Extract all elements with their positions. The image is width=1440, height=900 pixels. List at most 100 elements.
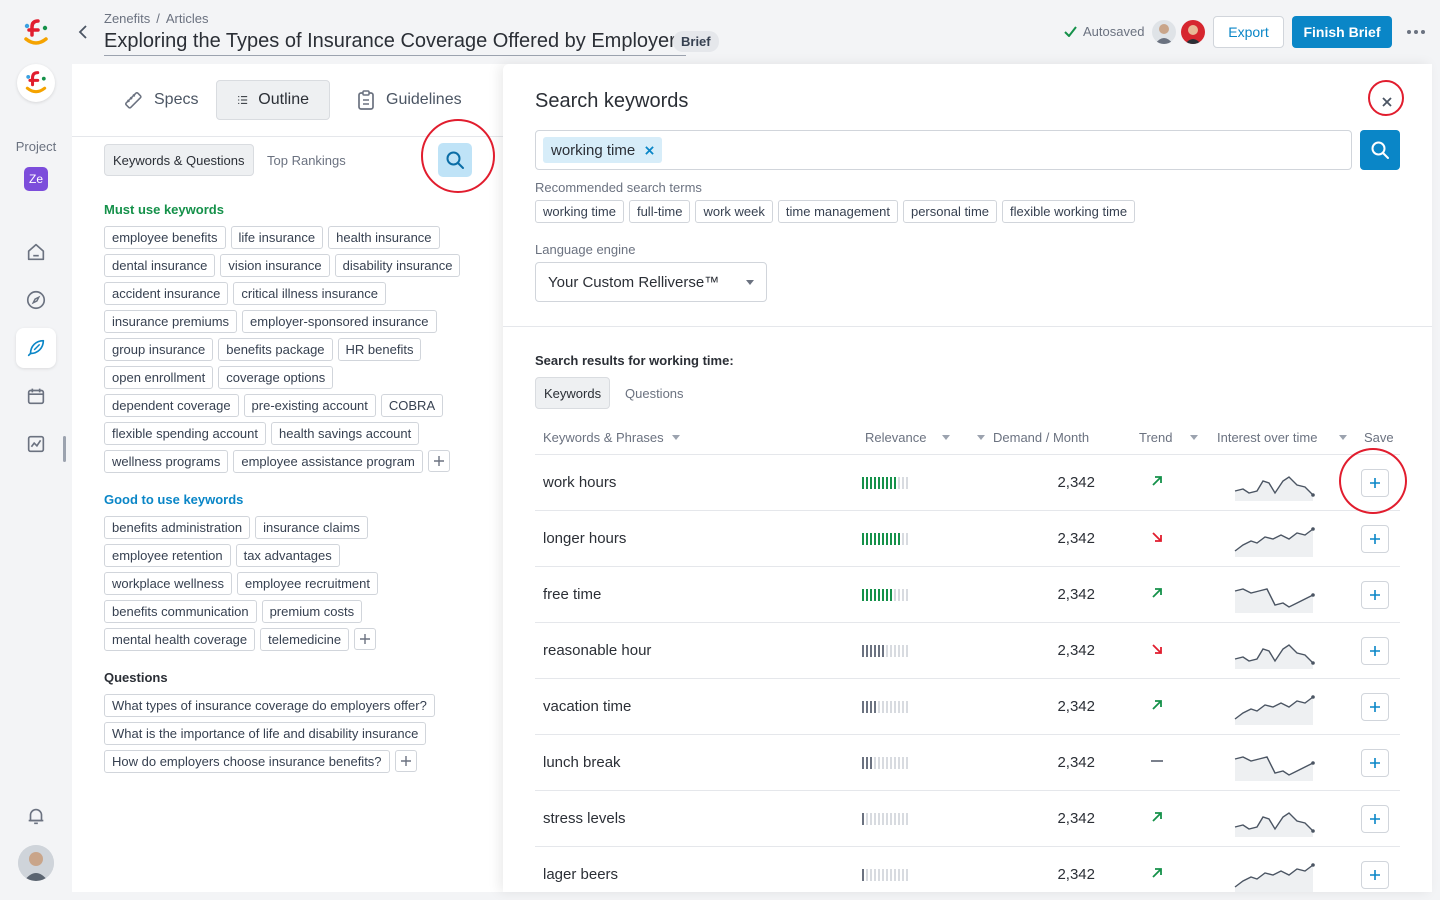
back-button[interactable] [74, 22, 92, 42]
question-chip[interactable]: What types of insurance coverage do empl… [104, 694, 435, 717]
keyword-chip[interactable]: insurance premiums [104, 310, 238, 333]
keyword-chip[interactable]: accident insurance [104, 282, 229, 305]
col-keywords[interactable]: Keywords & Phrases [543, 430, 680, 445]
keyword-chip[interactable]: dental insurance [104, 254, 216, 277]
keyword-text: lunch break [543, 754, 621, 771]
analytics-nav[interactable] [16, 424, 56, 464]
keyword-chip[interactable]: employee recruitment [237, 572, 378, 595]
calendar-nav[interactable] [16, 376, 56, 416]
keyword-chip[interactable]: coverage options [218, 366, 334, 389]
trend-up-icon [1152, 700, 1162, 710]
tab-guidelines[interactable]: Guidelines [336, 80, 482, 120]
save-keyword-button[interactable] [1361, 693, 1389, 721]
chip-row: mental health coverage telemedicine [104, 628, 377, 651]
project-badge[interactable]: Ze [24, 167, 48, 191]
recommended-term-chip[interactable]: full-time [628, 200, 691, 223]
keyword-chip[interactable]: flexible spending account [104, 422, 266, 445]
list-icon [238, 96, 248, 104]
recommended-term-chip[interactable]: personal time [902, 200, 998, 223]
keyword-chip[interactable]: critical illness insurance [233, 282, 386, 305]
keyword-chip[interactable]: tax advantages [235, 544, 340, 567]
workspace-logo[interactable] [17, 64, 55, 102]
tab-specs[interactable]: Specs [102, 80, 218, 120]
keyword-chip[interactable]: open enrollment [104, 366, 214, 389]
recommended-term-chip[interactable]: work week [695, 200, 773, 223]
language-engine-select[interactable]: Your Custom Relliverse™ [535, 262, 767, 302]
write-nav[interactable] [16, 328, 56, 368]
col-demand[interactable]: Demand / Month [977, 430, 1089, 445]
keyword-chip[interactable]: benefits package [218, 338, 333, 361]
keyword-chip[interactable]: health savings account [271, 422, 420, 445]
save-keyword-button[interactable] [1361, 749, 1389, 777]
keyword-chip[interactable]: employee benefits [104, 226, 226, 249]
more-options-button[interactable] [1404, 22, 1428, 42]
collaborator-avatar-1[interactable] [1152, 20, 1176, 44]
table-row: stress levels 2,342 [535, 791, 1400, 847]
keyword-chip[interactable]: COBRA [380, 394, 444, 417]
interest-sparkline [1233, 801, 1317, 837]
chip-row: employee benefits life insurance health in… [104, 226, 440, 249]
keyword-chip[interactable]: benefits administration [104, 516, 251, 539]
keyword-chip[interactable]: dependent coverage [104, 394, 239, 417]
keyword-chip[interactable]: life insurance [230, 226, 324, 249]
subtab-keywords-questions[interactable]: Keywords & Questions [104, 144, 254, 176]
app-logo[interactable] [17, 14, 55, 52]
collaborator-avatar-2[interactable] [1181, 20, 1205, 44]
recommended-term-chip[interactable]: working time [535, 200, 624, 223]
keyword-chip[interactable]: health insurance [328, 226, 440, 249]
save-keyword-button[interactable] [1361, 581, 1389, 609]
keyword-chip[interactable]: employer-sponsored insurance [242, 310, 437, 333]
keyword-text: reasonable hour [543, 642, 652, 659]
search-token[interactable]: working time [543, 137, 663, 163]
col-trend[interactable]: Trend [1139, 430, 1199, 445]
questions-title: Questions [104, 670, 168, 685]
keyword-chip[interactable]: employee assistance program [233, 450, 423, 473]
explore-nav[interactable] [16, 280, 56, 320]
keyword-chip[interactable]: premium costs [261, 600, 363, 623]
keyword-chip[interactable]: telemedicine [260, 628, 350, 651]
keyword-chip[interactable]: insurance claims [255, 516, 368, 539]
keyword-chip[interactable]: employee retention [104, 544, 231, 567]
results-tab-questions[interactable]: Questions [625, 385, 684, 401]
save-keyword-button[interactable] [1361, 861, 1389, 889]
sparkline-icon [1234, 588, 1315, 613]
finish-brief-button[interactable]: Finish Brief [1292, 16, 1392, 48]
add-keyword-button[interactable] [427, 450, 450, 472]
user-avatar[interactable] [18, 845, 54, 881]
home-nav[interactable] [16, 232, 56, 272]
keyword-chip[interactable]: pre-existing account [243, 394, 376, 417]
keyword-chip[interactable]: disability insurance [334, 254, 461, 277]
col-trend-label: Trend [1139, 430, 1173, 445]
keyword-chip[interactable]: workplace wellness [104, 572, 232, 595]
remove-token-icon[interactable] [645, 145, 654, 155]
tab-outline[interactable]: Outline [216, 80, 330, 120]
document-title[interactable]: Exploring the Types of Insurance Coverag… [104, 30, 686, 56]
question-chip[interactable]: What is the importance of life and disab… [104, 722, 427, 745]
autosave-status: Autosaved [1064, 24, 1144, 39]
keyword-search-input[interactable]: working time [535, 130, 1352, 170]
save-keyword-button[interactable] [1361, 637, 1389, 665]
keyword-chip[interactable]: mental health coverage [104, 628, 256, 651]
subtab-top-rankings[interactable]: Top Rankings [267, 152, 346, 168]
recommended-term-chip[interactable]: flexible working time [1002, 200, 1136, 223]
keyword-chip[interactable]: HR benefits [337, 338, 422, 361]
results-tab-keywords[interactable]: Keywords [535, 377, 611, 409]
chip-row: accident insurance critical illness insur… [104, 282, 386, 305]
keyword-chip[interactable]: benefits communication [104, 600, 257, 623]
breadcrumb-workspace[interactable]: Zenefits [104, 11, 151, 26]
export-button[interactable]: Export [1213, 16, 1284, 48]
col-interest[interactable]: Interest over time [1217, 430, 1348, 445]
search-submit-button[interactable] [1360, 130, 1400, 170]
notifications-nav[interactable] [16, 796, 56, 836]
add-keyword-button[interactable] [354, 628, 377, 650]
keyword-chip[interactable]: group insurance [104, 338, 214, 361]
save-keyword-button[interactable] [1361, 805, 1389, 833]
question-chip[interactable]: How do employers choose insurance benefi… [104, 750, 390, 773]
keyword-chip[interactable]: wellness programs [104, 450, 229, 473]
save-keyword-button[interactable] [1361, 525, 1389, 553]
keyword-chip[interactable]: vision insurance [220, 254, 330, 277]
col-relevance[interactable]: Relevance [865, 430, 951, 445]
add-question-button[interactable] [394, 750, 417, 772]
breadcrumb-section[interactable]: Articles [165, 11, 209, 26]
recommended-term-chip[interactable]: time management [777, 200, 898, 223]
